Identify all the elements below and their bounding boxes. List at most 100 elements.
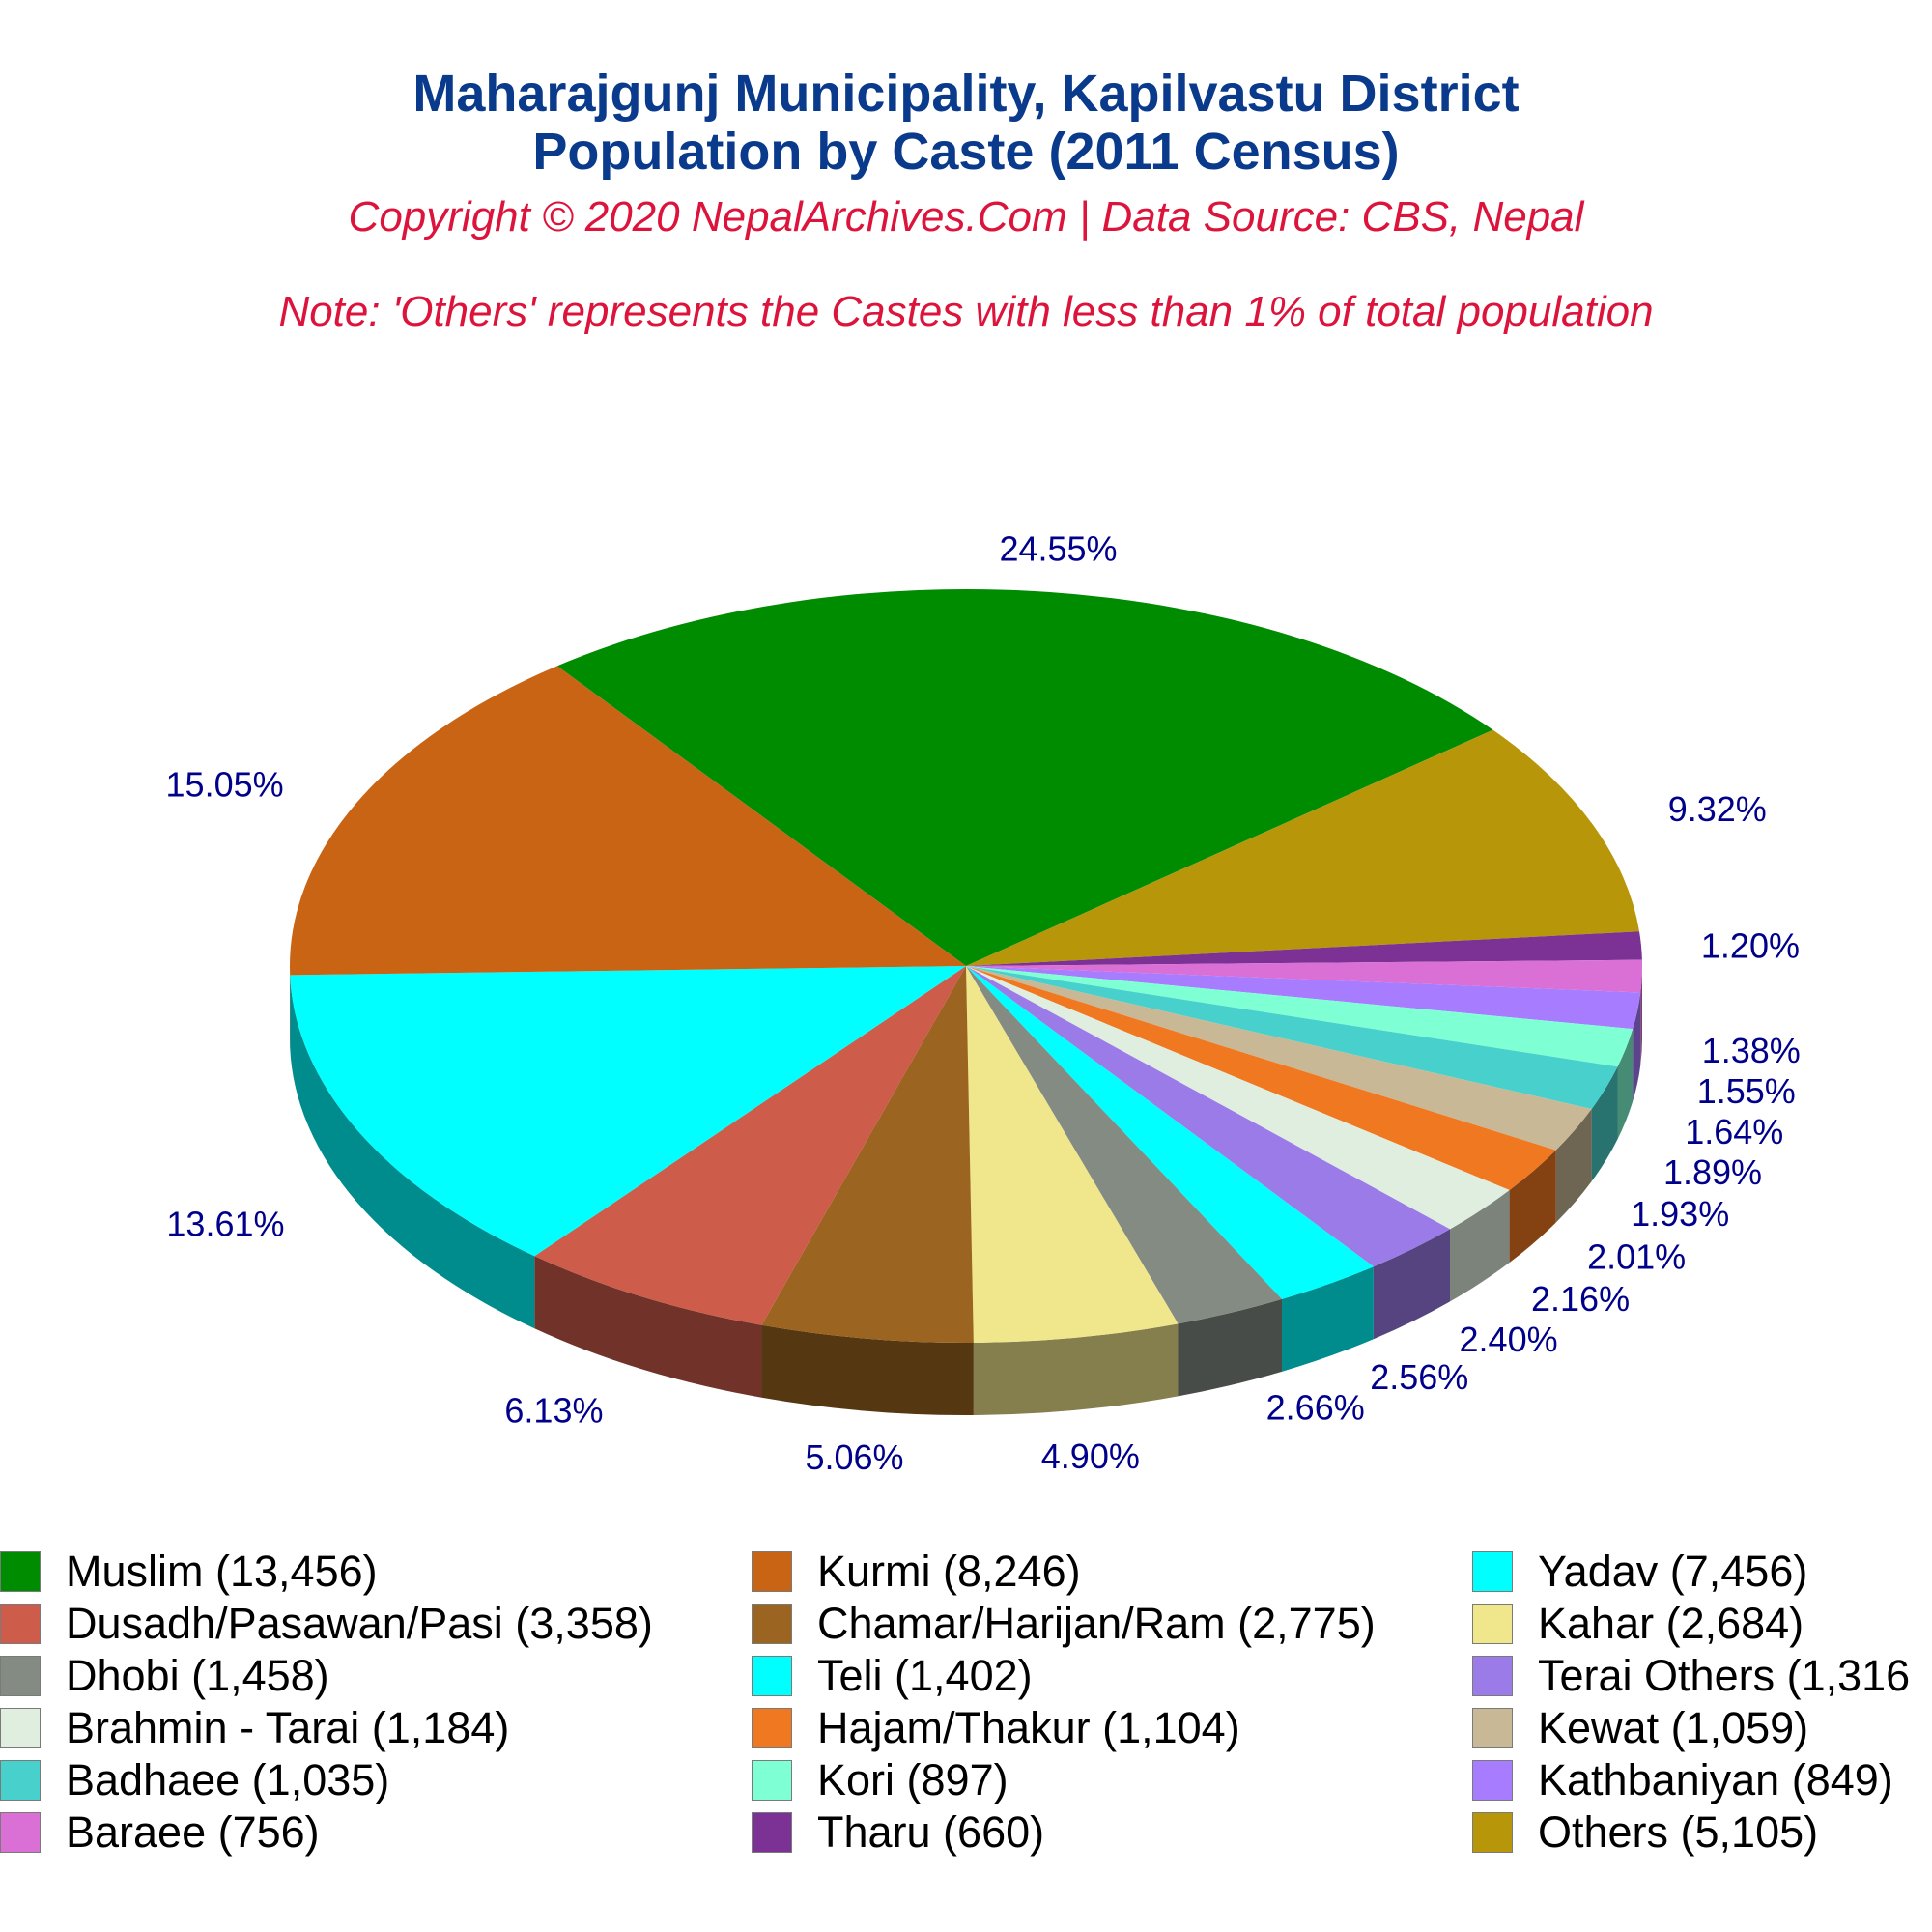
pie-label-brahmin-tarai: 2.16% (1531, 1279, 1630, 1319)
pie-side-kewat (1555, 1109, 1592, 1223)
legend-label: Badhaee (1,035) (66, 1755, 390, 1804)
legend-item: Kurmi (8,246) (752, 1546, 1081, 1598)
pie-slice-baraee (966, 959, 1643, 993)
legend-label: Others (5,105) (1538, 1807, 1819, 1857)
pie-side-hajam-thakur (1509, 1150, 1556, 1264)
legend-label: Dhobi (1,458) (66, 1651, 329, 1700)
legend-item: Dhobi (1,458) (0, 1650, 329, 1702)
pie-label-yadav: 13.61% (166, 1205, 284, 1244)
pie-label-chamar-harijan-ram: 5.06% (805, 1437, 903, 1477)
legend-label: Terai Others (1,316 (1538, 1651, 1911, 1700)
legend-label: Kathbaniyan (849) (1538, 1755, 1893, 1804)
legend-item: Muslim (13,456) (0, 1546, 378, 1598)
pie-label-tharu: 1.20% (1701, 926, 1800, 966)
pie-label-kewat: 1.93% (1631, 1194, 1729, 1234)
legend-label: Dusadh/Pasawan/Pasi (3,358) (66, 1599, 653, 1648)
pie-label-teli: 2.56% (1370, 1357, 1468, 1397)
legend-swatch (1472, 1708, 1513, 1748)
legend-swatch (0, 1760, 41, 1801)
pie-label-kahar: 4.90% (1041, 1436, 1140, 1476)
pie-slice-muslim (556, 589, 1493, 966)
legend-item: Others (5,105) (1472, 1806, 1818, 1859)
pie-chart: 24.55% 9.32% 1.20% 1.38%1.55%1.64%1.89%1.93… (166, 528, 1801, 1477)
pie-slice-hajam-thakur (966, 966, 1556, 1191)
chart-title-line1: Maharajgunj Municipality, Kapilvastu Dis… (412, 65, 1520, 123)
pie-side-kathbaniyan (1633, 992, 1641, 1102)
legend-label: Brahmin - Tarai (1,184) (66, 1703, 510, 1752)
pie-label-kori: 1.64% (1685, 1112, 1783, 1151)
legend-item: Kathbaniyan (849) (1472, 1754, 1893, 1806)
pie-slice-terai-others (966, 966, 1451, 1267)
legend-item: Yadav (7,456) (1472, 1546, 1807, 1598)
pie-label-others: 9.32% (1668, 789, 1767, 829)
legend-item: Chamar/Harijan/Ram (2,775) (752, 1598, 1376, 1650)
legend-swatch (0, 1812, 41, 1853)
pie-slice-kahar (966, 966, 1179, 1343)
legend-label: Hajam/Thakur (1,104) (817, 1703, 1240, 1752)
legend-swatch (752, 1551, 792, 1592)
pie-label-muslim: 24.55% (999, 528, 1117, 568)
note-text: Note: 'Others' represents the Castes wit… (278, 288, 1654, 335)
legend-item: Teli (1,402) (752, 1650, 1033, 1702)
copyright-text: Copyright © 2020 NepalArchives.Com | Dat… (348, 193, 1584, 241)
legend-item: Brahmin - Tarai (1,184) (0, 1702, 509, 1754)
legend-label: Tharu (660) (817, 1807, 1045, 1857)
chart-title-line2: Population by Caste (2011 Census) (532, 123, 1400, 181)
legend-swatch (0, 1551, 41, 1592)
legend-label: Yadav (7,456) (1538, 1547, 1808, 1596)
pie-side-teli (1282, 1266, 1374, 1372)
legend-item: Badhaee (1,035) (0, 1754, 389, 1806)
legend-label: Teli (1,402) (817, 1651, 1033, 1700)
legend-item: Dusadh/Pasawan/Pasi (3,358) (0, 1598, 653, 1650)
pie-side-baraee (1640, 966, 1642, 1065)
legend-item: Kewat (1,059) (1472, 1702, 1808, 1754)
pie-slice-dhobi (966, 966, 1283, 1324)
pie-side-kahar (973, 1323, 1179, 1415)
legend-swatch (0, 1656, 41, 1696)
pie-side-brahmin-tarai (1450, 1190, 1510, 1302)
pie-label-terai-others: 2.40% (1460, 1320, 1558, 1359)
legend: Muslim (13,456) Kurmi (8,246) Yadav (7,456… (0, 1546, 1932, 1864)
legend-item: Tharu (660) (752, 1806, 1044, 1859)
pie-slice-badhaee (966, 966, 1618, 1110)
pie-slice-tharu (966, 931, 1642, 966)
pie-side-terai-others (1373, 1229, 1451, 1340)
pie-slice-chamar-harijan-ram (761, 966, 974, 1343)
pie-side-dhobi (1178, 1298, 1283, 1397)
legend-label: Kahar (2,684) (1538, 1599, 1804, 1648)
pie-label-kurmi: 15.05% (166, 764, 284, 804)
legend-label: Baraee (756) (66, 1807, 320, 1857)
legend-swatch (752, 1760, 792, 1801)
legend-item: Kahar (2,684) (1472, 1598, 1804, 1650)
legend-label: Muslim (13,456) (66, 1547, 378, 1596)
pie-slice-kewat (966, 966, 1592, 1151)
pie-side-badhaee (1591, 1066, 1618, 1182)
legend-swatch (752, 1708, 792, 1748)
pie-label-badhaee: 1.89% (1663, 1152, 1762, 1192)
pie-slice-yadav (290, 966, 967, 1257)
legend-swatch (1472, 1604, 1513, 1644)
pie-slice-kori (966, 966, 1634, 1067)
pie-label-hajam-thakur: 2.01% (1587, 1236, 1686, 1276)
legend-label: Chamar/Harijan/Ram (2,775) (817, 1599, 1376, 1648)
pie-side-yadav (290, 975, 535, 1329)
legend-swatch (752, 1812, 792, 1853)
legend-swatch (752, 1604, 792, 1644)
pie-side-dusadh-pasawan-pasi (534, 1256, 762, 1398)
pie-slice-kathbaniyan (966, 966, 1641, 1030)
pie-slice-dusadh-pasawan-pasi (534, 966, 966, 1325)
legend-item: Terai Others (1,316 (1472, 1650, 1910, 1702)
legend-item: Baraee (756) (0, 1806, 320, 1859)
pie-label-kathbaniyan: 1.55% (1697, 1071, 1796, 1111)
pie-slice-teli (966, 966, 1374, 1299)
pie-label-baraee: 1.38% (1702, 1031, 1801, 1070)
legend-item: Kori (897) (752, 1754, 1009, 1806)
legend-label: Kewat (1,059) (1538, 1703, 1809, 1752)
legend-item: Hajam/Thakur (1,104) (752, 1702, 1240, 1754)
pie-side-chamar-harijan-ram (761, 1324, 974, 1415)
pie-slice-others (966, 729, 1640, 966)
legend-label: Kori (897) (817, 1755, 1009, 1804)
pie-label-dusadh-pasawan-pasi: 6.13% (504, 1390, 603, 1430)
legend-swatch (0, 1604, 41, 1644)
legend-swatch (1472, 1760, 1513, 1801)
